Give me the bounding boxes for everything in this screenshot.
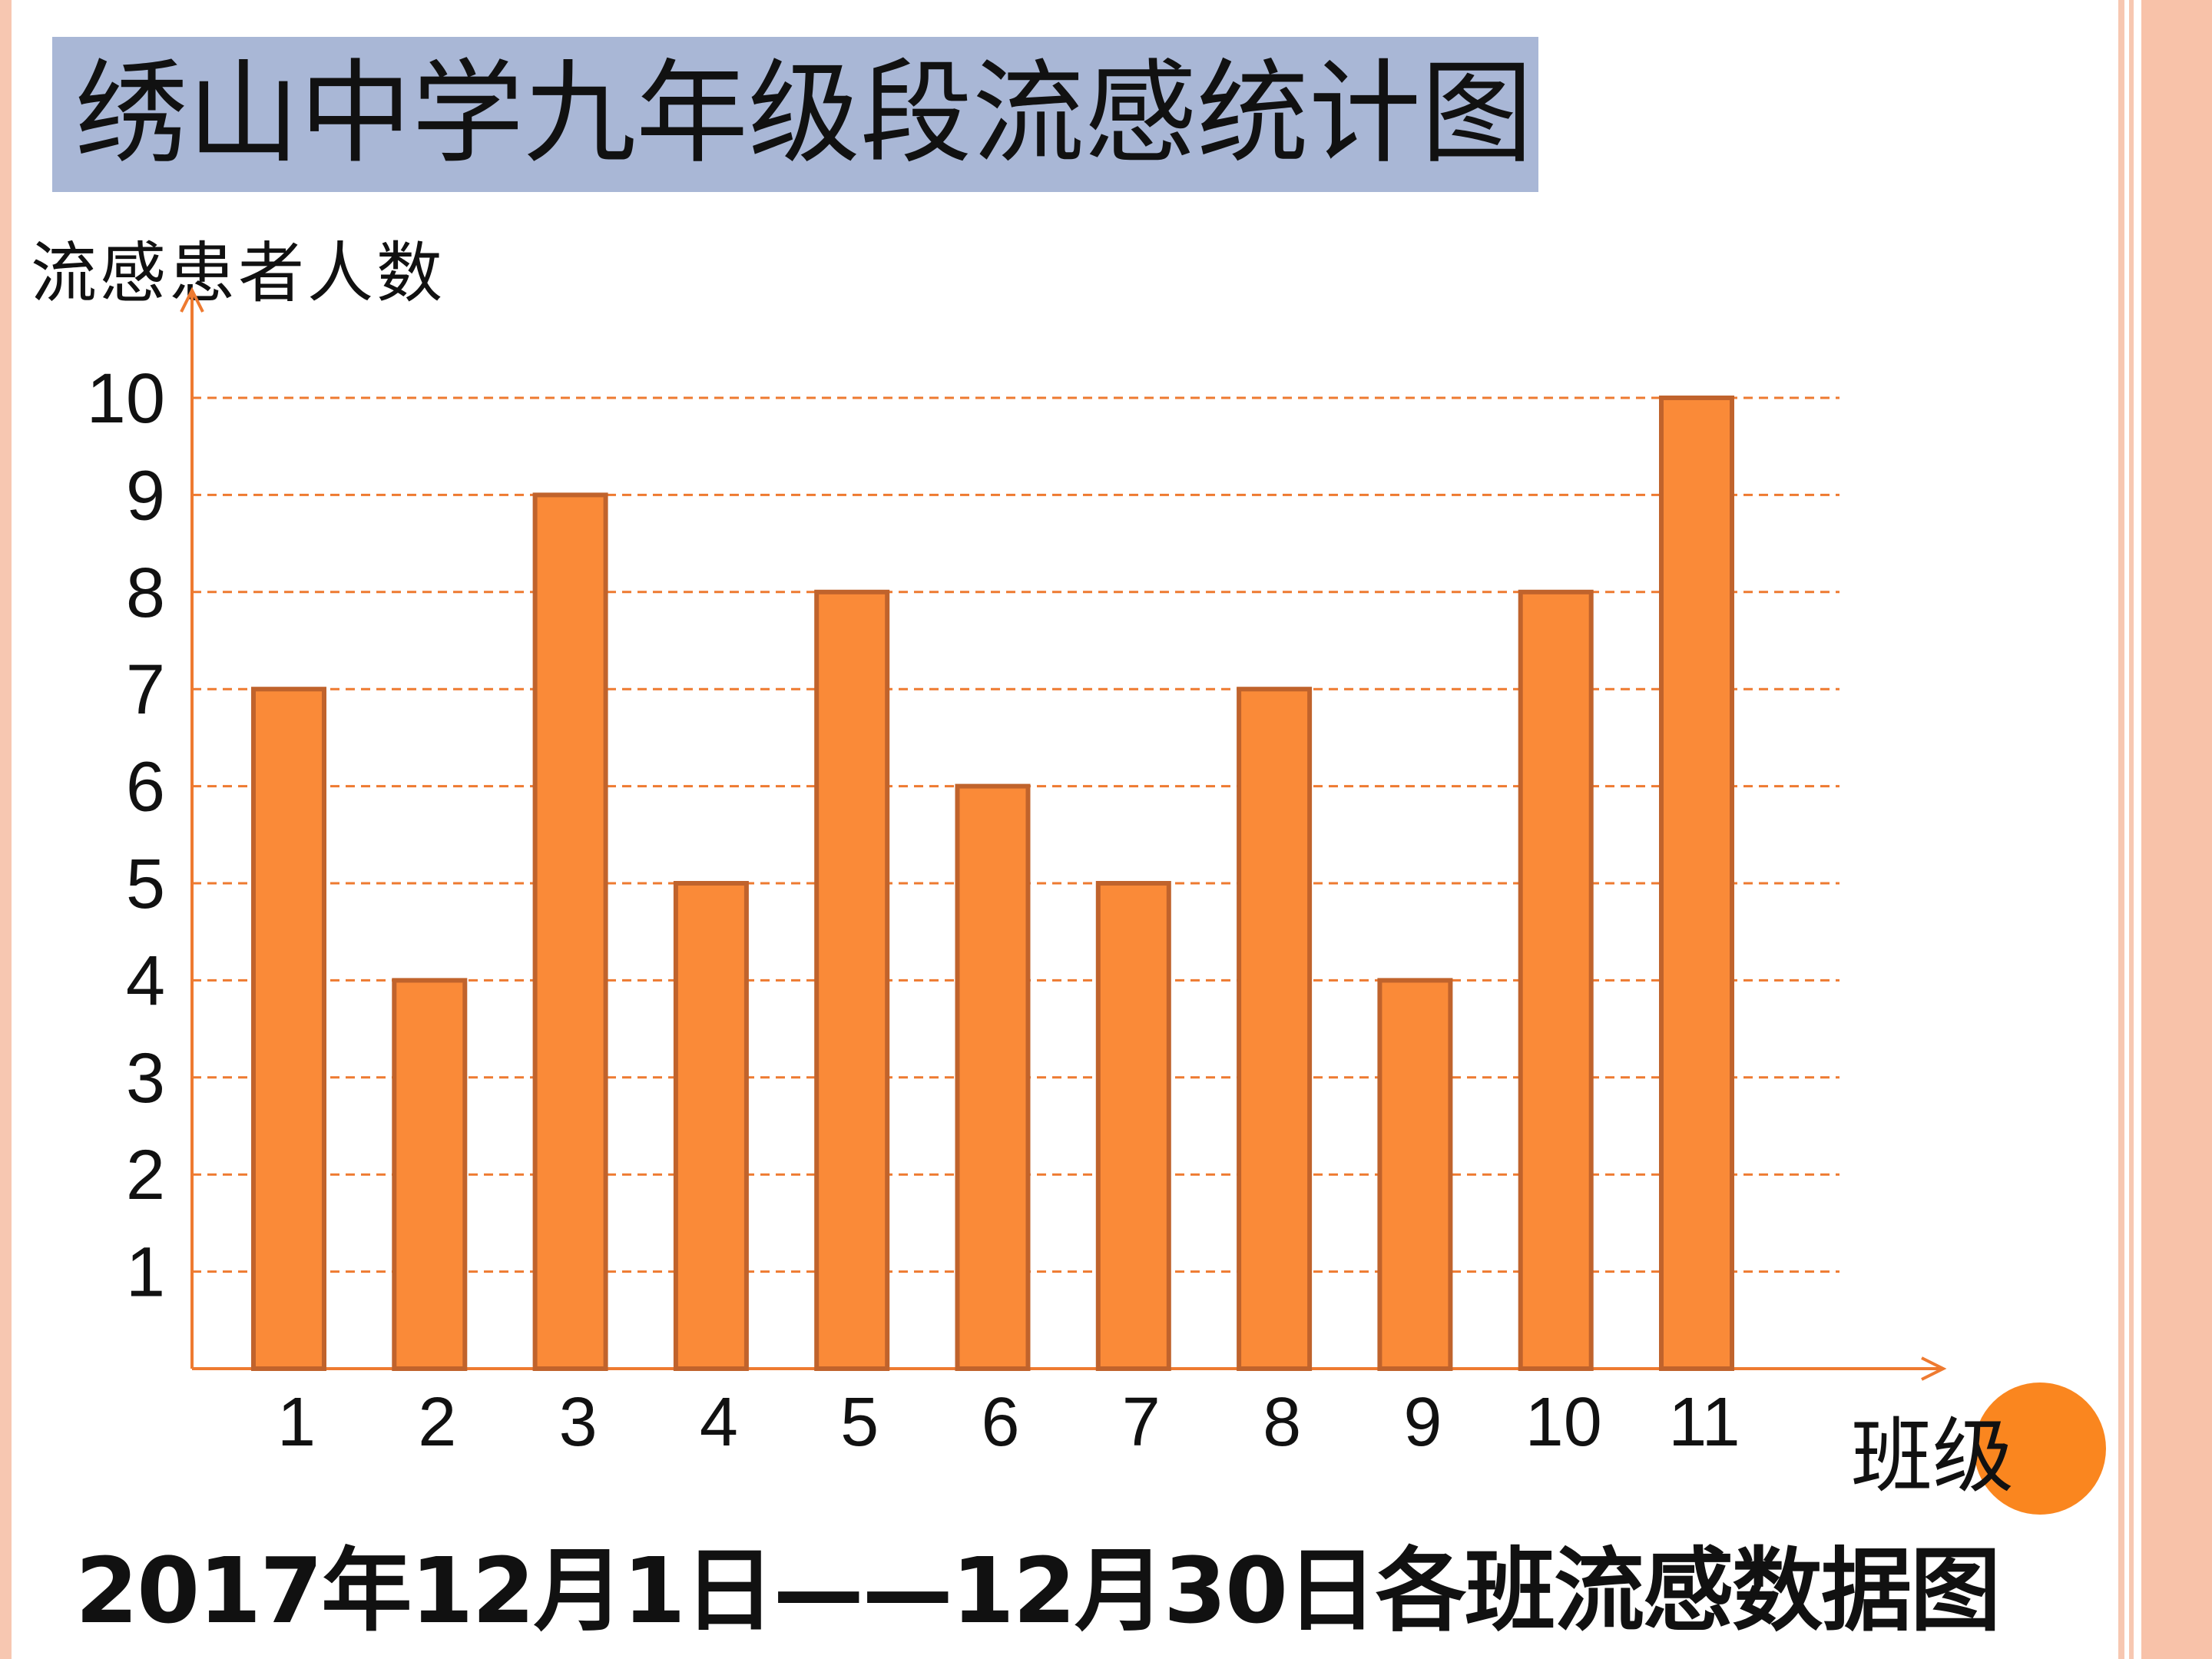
bar-class-10 xyxy=(1518,589,1594,1371)
bar-class-1 xyxy=(251,687,326,1371)
x-tick-label: 2 xyxy=(418,1384,456,1461)
y-tick-label: 3 xyxy=(126,1039,165,1118)
y-tick-label: 1 xyxy=(126,1233,165,1312)
y-axis-arrow xyxy=(180,286,204,313)
bar-class-11 xyxy=(1659,396,1734,1371)
x-tick-label: 3 xyxy=(559,1384,598,1461)
y-tick-label: 9 xyxy=(126,456,165,535)
x-tick-label: 11 xyxy=(1668,1384,1740,1461)
left-frame-stripe xyxy=(0,0,12,1659)
y-tick-label: 10 xyxy=(87,359,165,438)
x-tick-label: 5 xyxy=(840,1384,879,1461)
x-tick-label: 7 xyxy=(1122,1384,1161,1461)
title-banner: 绣山中学九年级段流感统计图 xyxy=(52,37,1538,192)
bar-class-6 xyxy=(955,783,1031,1371)
bar-class-5 xyxy=(814,589,890,1371)
y-tick-label: 7 xyxy=(126,651,165,729)
x-tick-label: 6 xyxy=(981,1384,1019,1461)
bar-class-9 xyxy=(1377,978,1453,1372)
y-axis-label: 流感患者人数 xyxy=(31,235,445,312)
y-tick-label: 4 xyxy=(126,942,165,1020)
y-tick-label: 6 xyxy=(126,748,165,826)
bar-class-3 xyxy=(532,492,608,1371)
right-frame-stripe xyxy=(2118,0,2124,1659)
x-axis-arrow xyxy=(1921,1356,1947,1381)
right-frame-band xyxy=(2141,0,2212,1659)
x-tick-label: 8 xyxy=(1263,1384,1301,1461)
x-tick-label: 1 xyxy=(277,1384,316,1461)
x-tick-label: 4 xyxy=(700,1384,738,1461)
bar-class-7 xyxy=(1095,881,1171,1371)
chart-caption: 2017年12月1日——12月30日各班流感数据图 xyxy=(75,1538,2001,1644)
x-axis-label: 班级 xyxy=(1851,1409,2014,1504)
bar-class-4 xyxy=(673,881,749,1371)
y-tick-label: 5 xyxy=(126,845,165,923)
y-tick-label: 8 xyxy=(126,554,165,632)
bar-class-8 xyxy=(1237,687,1313,1371)
bar-class-2 xyxy=(392,978,468,1372)
x-tick-label: 10 xyxy=(1525,1384,1602,1461)
orange-circle-decoration xyxy=(1974,1382,2106,1515)
right-frame-stripe xyxy=(2129,0,2134,1659)
chart-title: 绣山中学九年级段流感统计图 xyxy=(75,48,1533,179)
x-tick-label: 9 xyxy=(1403,1384,1442,1461)
y-tick-label: 2 xyxy=(126,1136,165,1214)
